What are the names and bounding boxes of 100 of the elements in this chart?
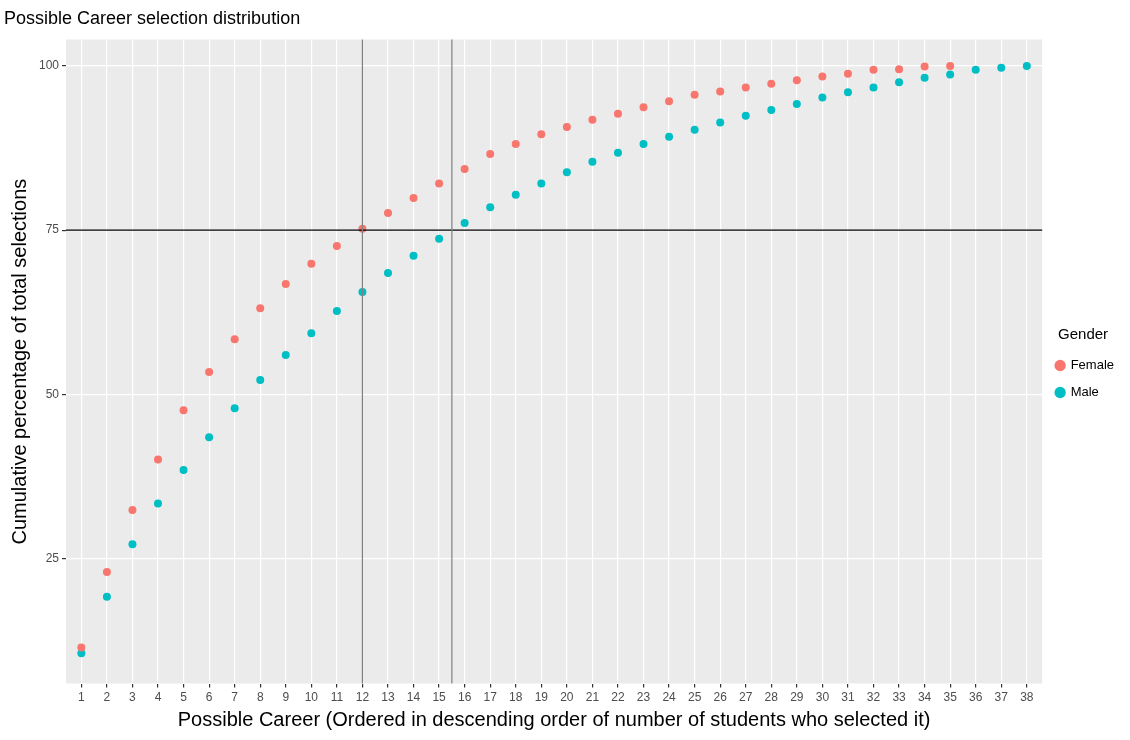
point <box>997 63 1006 72</box>
point <box>613 148 622 157</box>
point <box>971 65 980 74</box>
point <box>767 79 776 88</box>
point <box>332 307 341 315</box>
point <box>77 643 86 652</box>
x-tick-label: 5 <box>180 690 188 705</box>
x-tick-label: 14 <box>406 690 421 705</box>
point <box>511 190 520 199</box>
x-tick-label: 19 <box>534 690 549 705</box>
point <box>818 93 827 102</box>
point <box>435 234 444 243</box>
y-tick-label: 75 <box>45 222 60 237</box>
point <box>281 280 290 289</box>
y-tick-label: 25 <box>45 551 60 566</box>
x-tick-label: 32 <box>866 690 881 705</box>
point <box>946 70 955 79</box>
point <box>435 179 444 188</box>
point <box>460 218 469 227</box>
x-tick-label: 3 <box>129 690 137 705</box>
x-tick-label: 30 <box>815 690 830 705</box>
point <box>179 406 188 415</box>
point <box>767 105 776 114</box>
x-tick-label: 8 <box>256 690 264 705</box>
point <box>818 72 827 81</box>
point <box>230 335 239 344</box>
point <box>486 149 495 158</box>
point <box>128 506 137 515</box>
point <box>895 78 904 87</box>
point <box>895 65 904 74</box>
chart-title: Possible Career selection distribution <box>4 7 301 28</box>
point <box>588 157 597 166</box>
point <box>588 115 597 124</box>
x-tick-label: 38 <box>1020 690 1034 705</box>
point <box>690 90 699 99</box>
point <box>716 87 725 96</box>
x-tick-label: 18 <box>509 690 523 705</box>
point <box>613 109 622 118</box>
point <box>792 76 801 85</box>
point <box>154 499 163 508</box>
x-tick-label: 7 <box>231 690 239 705</box>
legend-label: Male <box>1070 384 1099 400</box>
x-tick-label: 2 <box>103 690 111 705</box>
point <box>281 351 290 360</box>
x-tick-label: 16 <box>457 690 472 705</box>
x-tick-label: 4 <box>154 690 162 705</box>
x-tick-label: 10 <box>304 690 319 705</box>
point <box>537 179 546 188</box>
point <box>256 376 265 384</box>
x-tick-label: 23 <box>636 690 651 705</box>
x-tick-label: 27 <box>739 690 753 705</box>
x-tick-label: 15 <box>432 690 447 705</box>
point <box>179 466 188 475</box>
y-tick-label: 50 <box>45 386 60 401</box>
point <box>511 140 520 149</box>
point <box>307 259 316 268</box>
x-tick-label: 17 <box>483 690 498 705</box>
point <box>409 251 418 260</box>
point <box>230 404 239 413</box>
point <box>639 103 648 112</box>
x-tick-label: 22 <box>611 690 625 705</box>
point <box>690 125 699 134</box>
x-tick-label: 11 <box>330 690 344 705</box>
point <box>665 97 674 106</box>
x-axis-title: Possible Career (Ordered in descending order of number of students who selected it) <box>177 707 931 730</box>
x-tick-label: 34 <box>917 690 932 705</box>
x-tick-label: 29 <box>790 690 804 705</box>
point <box>256 304 265 313</box>
x-tick-label: 36 <box>969 690 983 705</box>
x-tick-label: 37 <box>994 690 1009 705</box>
legend-label: Female <box>1070 357 1115 373</box>
point <box>102 592 111 601</box>
point <box>486 203 495 212</box>
point <box>332 241 341 250</box>
y-axis-title: Cumulative percentage of total selections <box>7 178 30 545</box>
point <box>205 433 214 442</box>
x-tick-label: 13 <box>381 690 395 705</box>
point <box>843 69 852 78</box>
point <box>869 65 878 74</box>
point <box>154 455 163 464</box>
point <box>869 83 878 92</box>
x-tick-label: 12 <box>355 690 370 705</box>
point <box>741 111 750 120</box>
x-tick-label: 33 <box>892 690 907 705</box>
point <box>562 168 571 177</box>
point <box>639 140 648 149</box>
point <box>460 165 469 174</box>
point <box>665 132 674 141</box>
point <box>409 193 418 202</box>
y-tick-label: 100 <box>38 58 60 73</box>
x-tick-label: 24 <box>662 690 677 705</box>
point <box>920 73 929 82</box>
point <box>537 130 546 139</box>
point <box>102 567 111 576</box>
x-tick-label: 26 <box>713 690 728 705</box>
x-tick-label: 35 <box>943 690 958 705</box>
legend-title: Gender <box>1058 324 1109 342</box>
x-tick-label: 9 <box>282 690 290 705</box>
point <box>920 62 929 71</box>
x-tick-label: 21 <box>585 690 600 705</box>
